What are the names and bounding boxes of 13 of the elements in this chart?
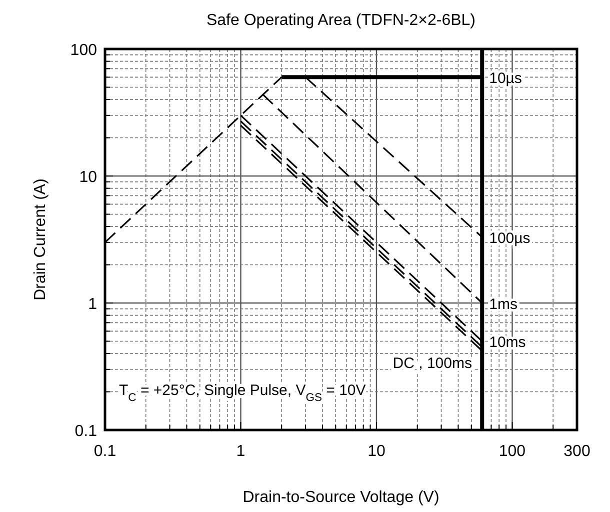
y-tick-label: 100 — [70, 42, 98, 59]
annotation: DC , 100ms — [392, 355, 472, 372]
y-tick-label: 10 — [79, 169, 98, 186]
y-tick-label: 1 — [88, 296, 98, 313]
x-tick-label: 0.1 — [94, 443, 116, 460]
x-tick-label: 10 — [368, 443, 386, 460]
y-axis-title: Drain Current (A) — [32, 178, 49, 300]
y-tick-label: 0.1 — [74, 423, 98, 440]
x-tick-label: 100 — [498, 443, 526, 460]
x-axis-title: Drain-to-Source Voltage (V) — [242, 489, 440, 506]
chart-title: Safe Operating Area (TDFN-2×2-6BL) — [206, 12, 476, 29]
x-tick-label: 300 — [564, 443, 590, 460]
x-tick-label: 1 — [236, 443, 246, 460]
